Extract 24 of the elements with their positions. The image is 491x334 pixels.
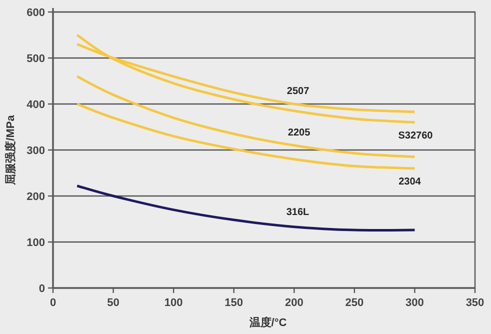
y-tick-label: 500 <box>26 53 45 65</box>
series-label: 2304 <box>398 176 422 188</box>
series-label: 2205 <box>288 127 311 138</box>
x-axis-title: 温度/°C <box>248 316 287 329</box>
y-tick-label: 600 <box>26 7 45 19</box>
x-tick-label: 200 <box>284 297 304 309</box>
series-label: S32760 <box>398 130 434 142</box>
y-tick-label: 300 <box>26 145 45 157</box>
y-axis-title: 屈服强度/MPa <box>4 114 17 186</box>
y-tick-label: 0 <box>38 283 45 295</box>
x-tick-label: 250 <box>345 297 364 309</box>
y-tick-label: 200 <box>26 191 45 203</box>
line-series <box>76 184 416 232</box>
x-tick-label: 150 <box>224 297 244 309</box>
series-label: 2507 <box>286 86 310 97</box>
x-tick-label: 50 <box>107 297 120 309</box>
line-series <box>76 34 416 124</box>
y-tick-label: 100 <box>26 237 45 249</box>
series-label: 316L <box>286 206 310 218</box>
x-tick-label: 100 <box>164 297 183 309</box>
y-tick-label: 400 <box>26 99 45 111</box>
x-tick-label: 350 <box>466 297 484 309</box>
x-tick-label: 0 <box>50 297 56 309</box>
x-tick-label: 300 <box>406 297 424 309</box>
